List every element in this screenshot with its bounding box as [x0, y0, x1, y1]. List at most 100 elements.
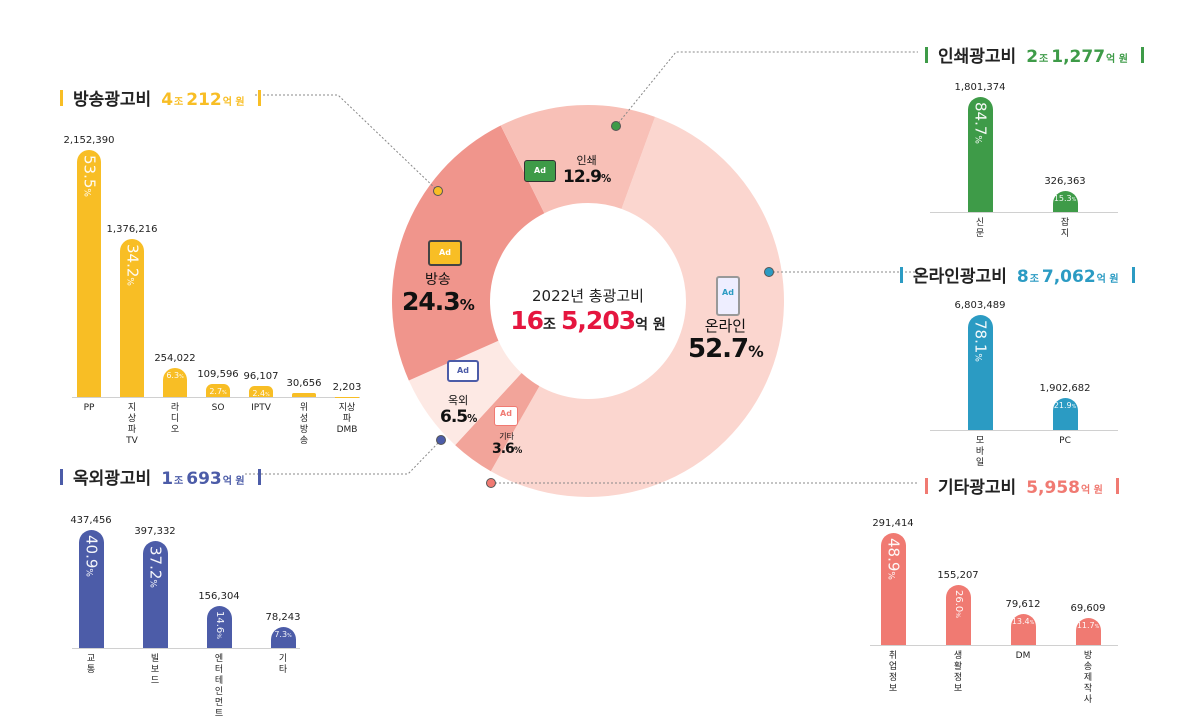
- percent-value: 48.9: [885, 538, 903, 571]
- label-pct: 3.6: [492, 441, 514, 457]
- bar-value-label: 30,656: [287, 378, 322, 390]
- panel-title: 옥외광고비: [73, 464, 151, 489]
- chart-baseline: [72, 397, 360, 398]
- bar-percent-label: 84.7%: [968, 102, 993, 212]
- percent-sign: %: [125, 277, 135, 286]
- panel-amount-part: 조: [174, 472, 183, 487]
- bar-percent-label: 15.3%: [1053, 194, 1078, 212]
- panel-amount-part: 조: [1039, 50, 1048, 65]
- bar-online-1: 21.9%: [1053, 398, 1078, 430]
- percent-value: 40.9: [83, 535, 101, 568]
- panel-amount-part: 조: [1030, 270, 1039, 285]
- bar-value-label: 109,596: [197, 369, 238, 381]
- percent-sign: %: [973, 135, 983, 144]
- bar-other-0: 48.9%: [881, 533, 906, 645]
- header-divider: [258, 469, 261, 485]
- bar-percent-label: 13.4%: [1011, 617, 1036, 645]
- bar-value-label: 69,609: [1071, 603, 1106, 615]
- percent-sign: %: [265, 393, 270, 398]
- pct-sign: %: [467, 414, 476, 425]
- percent-rotated: 48.9%: [886, 538, 901, 580]
- label-pct: 52.7: [688, 334, 748, 364]
- panel-amount-part: 212: [186, 90, 222, 110]
- percent-value: 2.7: [209, 387, 222, 396]
- bar-percent-label: 11.7%: [1076, 621, 1101, 645]
- bar-percent-label: 40.9%: [79, 535, 104, 648]
- bar-percent-label: 7.3%: [271, 630, 296, 648]
- total-title: 2022년 총광고비: [488, 285, 688, 306]
- bar-other-2: 13.4%: [1011, 614, 1036, 645]
- bar-category-label: 라디오: [171, 403, 179, 436]
- percent-sign: %: [954, 613, 961, 619]
- mobile-ad-icon: Ad: [716, 276, 740, 316]
- percent-value: 21.9: [1054, 401, 1072, 410]
- bar-category-label: PC: [1059, 436, 1071, 447]
- bar-value-label: 156,304: [198, 591, 239, 603]
- bar-category-label: 신문: [976, 218, 984, 240]
- bar-value-label: 1,801,374: [955, 82, 1006, 94]
- bar-broadcast-1: 34.2%: [120, 239, 144, 397]
- connector-line: [255, 95, 438, 191]
- bar-category-label: 취업정보: [889, 651, 897, 695]
- panel-amount-part: 8: [1017, 267, 1029, 287]
- header-divider: [60, 90, 63, 106]
- bar-category-label: 지상파 DMB: [337, 403, 358, 436]
- percent-value: 34.2: [124, 244, 142, 277]
- label-name: 온라인: [688, 318, 763, 335]
- print-ad-icon: Ad: [524, 160, 556, 182]
- donut-center-total: 2022년 총광고비 16조 5,203억 원: [488, 285, 688, 335]
- bar-value-label: 254,022: [154, 353, 195, 365]
- panel-amount-part: 7,062: [1042, 267, 1096, 287]
- panel-title: 방송광고비: [73, 85, 151, 110]
- header-divider: [1141, 47, 1144, 63]
- mail-ad-icon: Ad: [494, 406, 518, 426]
- percent-sign: %: [973, 353, 983, 362]
- bar-percent-label: 2.7%: [206, 387, 230, 397]
- percent-value: 53.5: [81, 155, 99, 188]
- connector-line: [245, 440, 441, 474]
- header-divider: [258, 90, 261, 106]
- percent-sign: %: [84, 568, 94, 577]
- percent-value: 7.3: [274, 630, 287, 639]
- percent-value: 2.4: [252, 389, 265, 398]
- panel-amount-part: 억 원: [1081, 481, 1103, 496]
- panel-amount-part: 2: [1026, 47, 1038, 67]
- percent-sign: %: [287, 634, 292, 639]
- chart-baseline: [72, 648, 300, 649]
- bar-percent-label: 6.3%: [163, 371, 187, 397]
- percent-sign: %: [222, 391, 227, 396]
- bar-percent-label: 37.2%: [143, 546, 168, 648]
- percent-value: 13.4: [1012, 617, 1030, 626]
- bar-percent-label: 34.2%: [120, 244, 144, 397]
- bar-broadcast-5: [292, 393, 316, 397]
- bar-broadcast-0: 53.5%: [77, 150, 101, 397]
- panel-amount-part: 4: [161, 90, 173, 110]
- panel-amount-part: 1: [161, 469, 173, 489]
- label-pct: 24.3: [402, 287, 460, 316]
- panel-title: 인쇄광고비: [938, 42, 1016, 67]
- percent-rotated: 84.7%: [973, 102, 988, 144]
- bar-value-label: 291,414: [872, 518, 913, 530]
- percent-sign: %: [1095, 625, 1100, 630]
- bar-percent-label: 78.1%: [968, 320, 993, 430]
- bar-value-label: 96,107: [244, 371, 279, 383]
- percent-rotated: 14.6%: [214, 611, 224, 639]
- bar-category-label: 기타: [279, 654, 287, 676]
- bar-value-label: 155,207: [937, 570, 978, 582]
- bar-value-label: 2,203: [333, 382, 362, 394]
- percent-value: 26.0: [953, 590, 964, 612]
- percent-sign: %: [1072, 198, 1077, 203]
- panel-title: 온라인광고비: [913, 262, 1007, 287]
- pct-sign: %: [601, 174, 610, 185]
- percent-sign: %: [1030, 621, 1035, 626]
- panel-amount-part: 억 원: [1106, 50, 1128, 65]
- tv-ad-icon: Ad: [428, 240, 462, 266]
- total-amount-2: 5,203: [561, 306, 635, 335]
- bar-percent-label: 48.9%: [881, 538, 906, 645]
- connector-dot: [765, 268, 774, 277]
- bar-broadcast-3: 2.7%: [206, 384, 230, 397]
